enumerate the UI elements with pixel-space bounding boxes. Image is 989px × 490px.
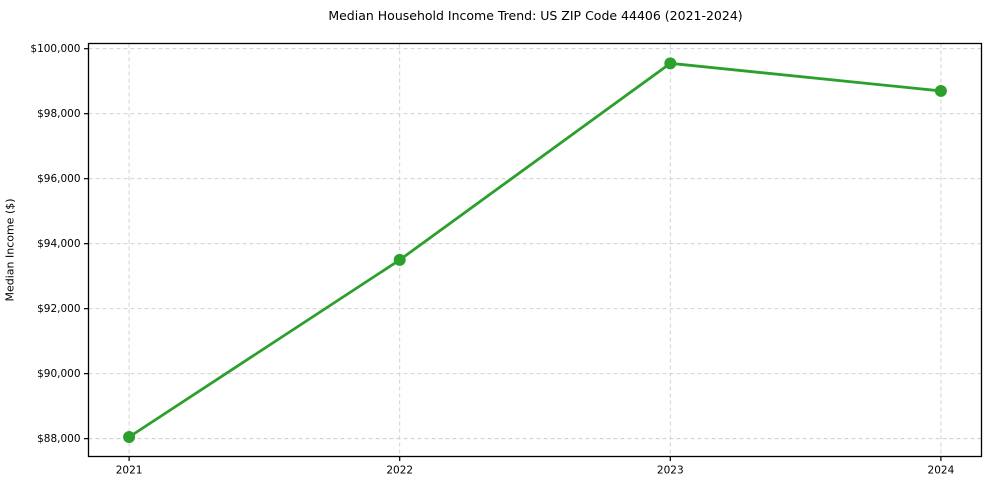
x-tick-label: 2021 (116, 465, 143, 477)
data-point-marker-2024 (934, 84, 947, 97)
y-tick-label: $100,000 (30, 43, 80, 55)
y-tick-label: $94,000 (37, 238, 80, 250)
data-point-marker-2022 (393, 253, 406, 266)
x-tick-label: 2024 (928, 465, 955, 477)
plot-border (87, 42, 983, 458)
data-point-marker-2023 (664, 57, 677, 70)
y-tick-label: $88,000 (37, 433, 80, 445)
income-trend-line (127, 61, 943, 439)
y-tick-label: $96,000 (37, 173, 80, 185)
data-point-marker-2021 (123, 431, 136, 444)
y-tick-label: $92,000 (37, 303, 80, 315)
y-tick-label: $98,000 (37, 108, 80, 120)
y-tick-label: $90,000 (37, 368, 80, 380)
x-tick-label: 2023 (657, 465, 684, 477)
x-tick-label: 2022 (386, 465, 413, 477)
chart-title: Median Household Income Trend: US ZIP Co… (328, 8, 743, 23)
